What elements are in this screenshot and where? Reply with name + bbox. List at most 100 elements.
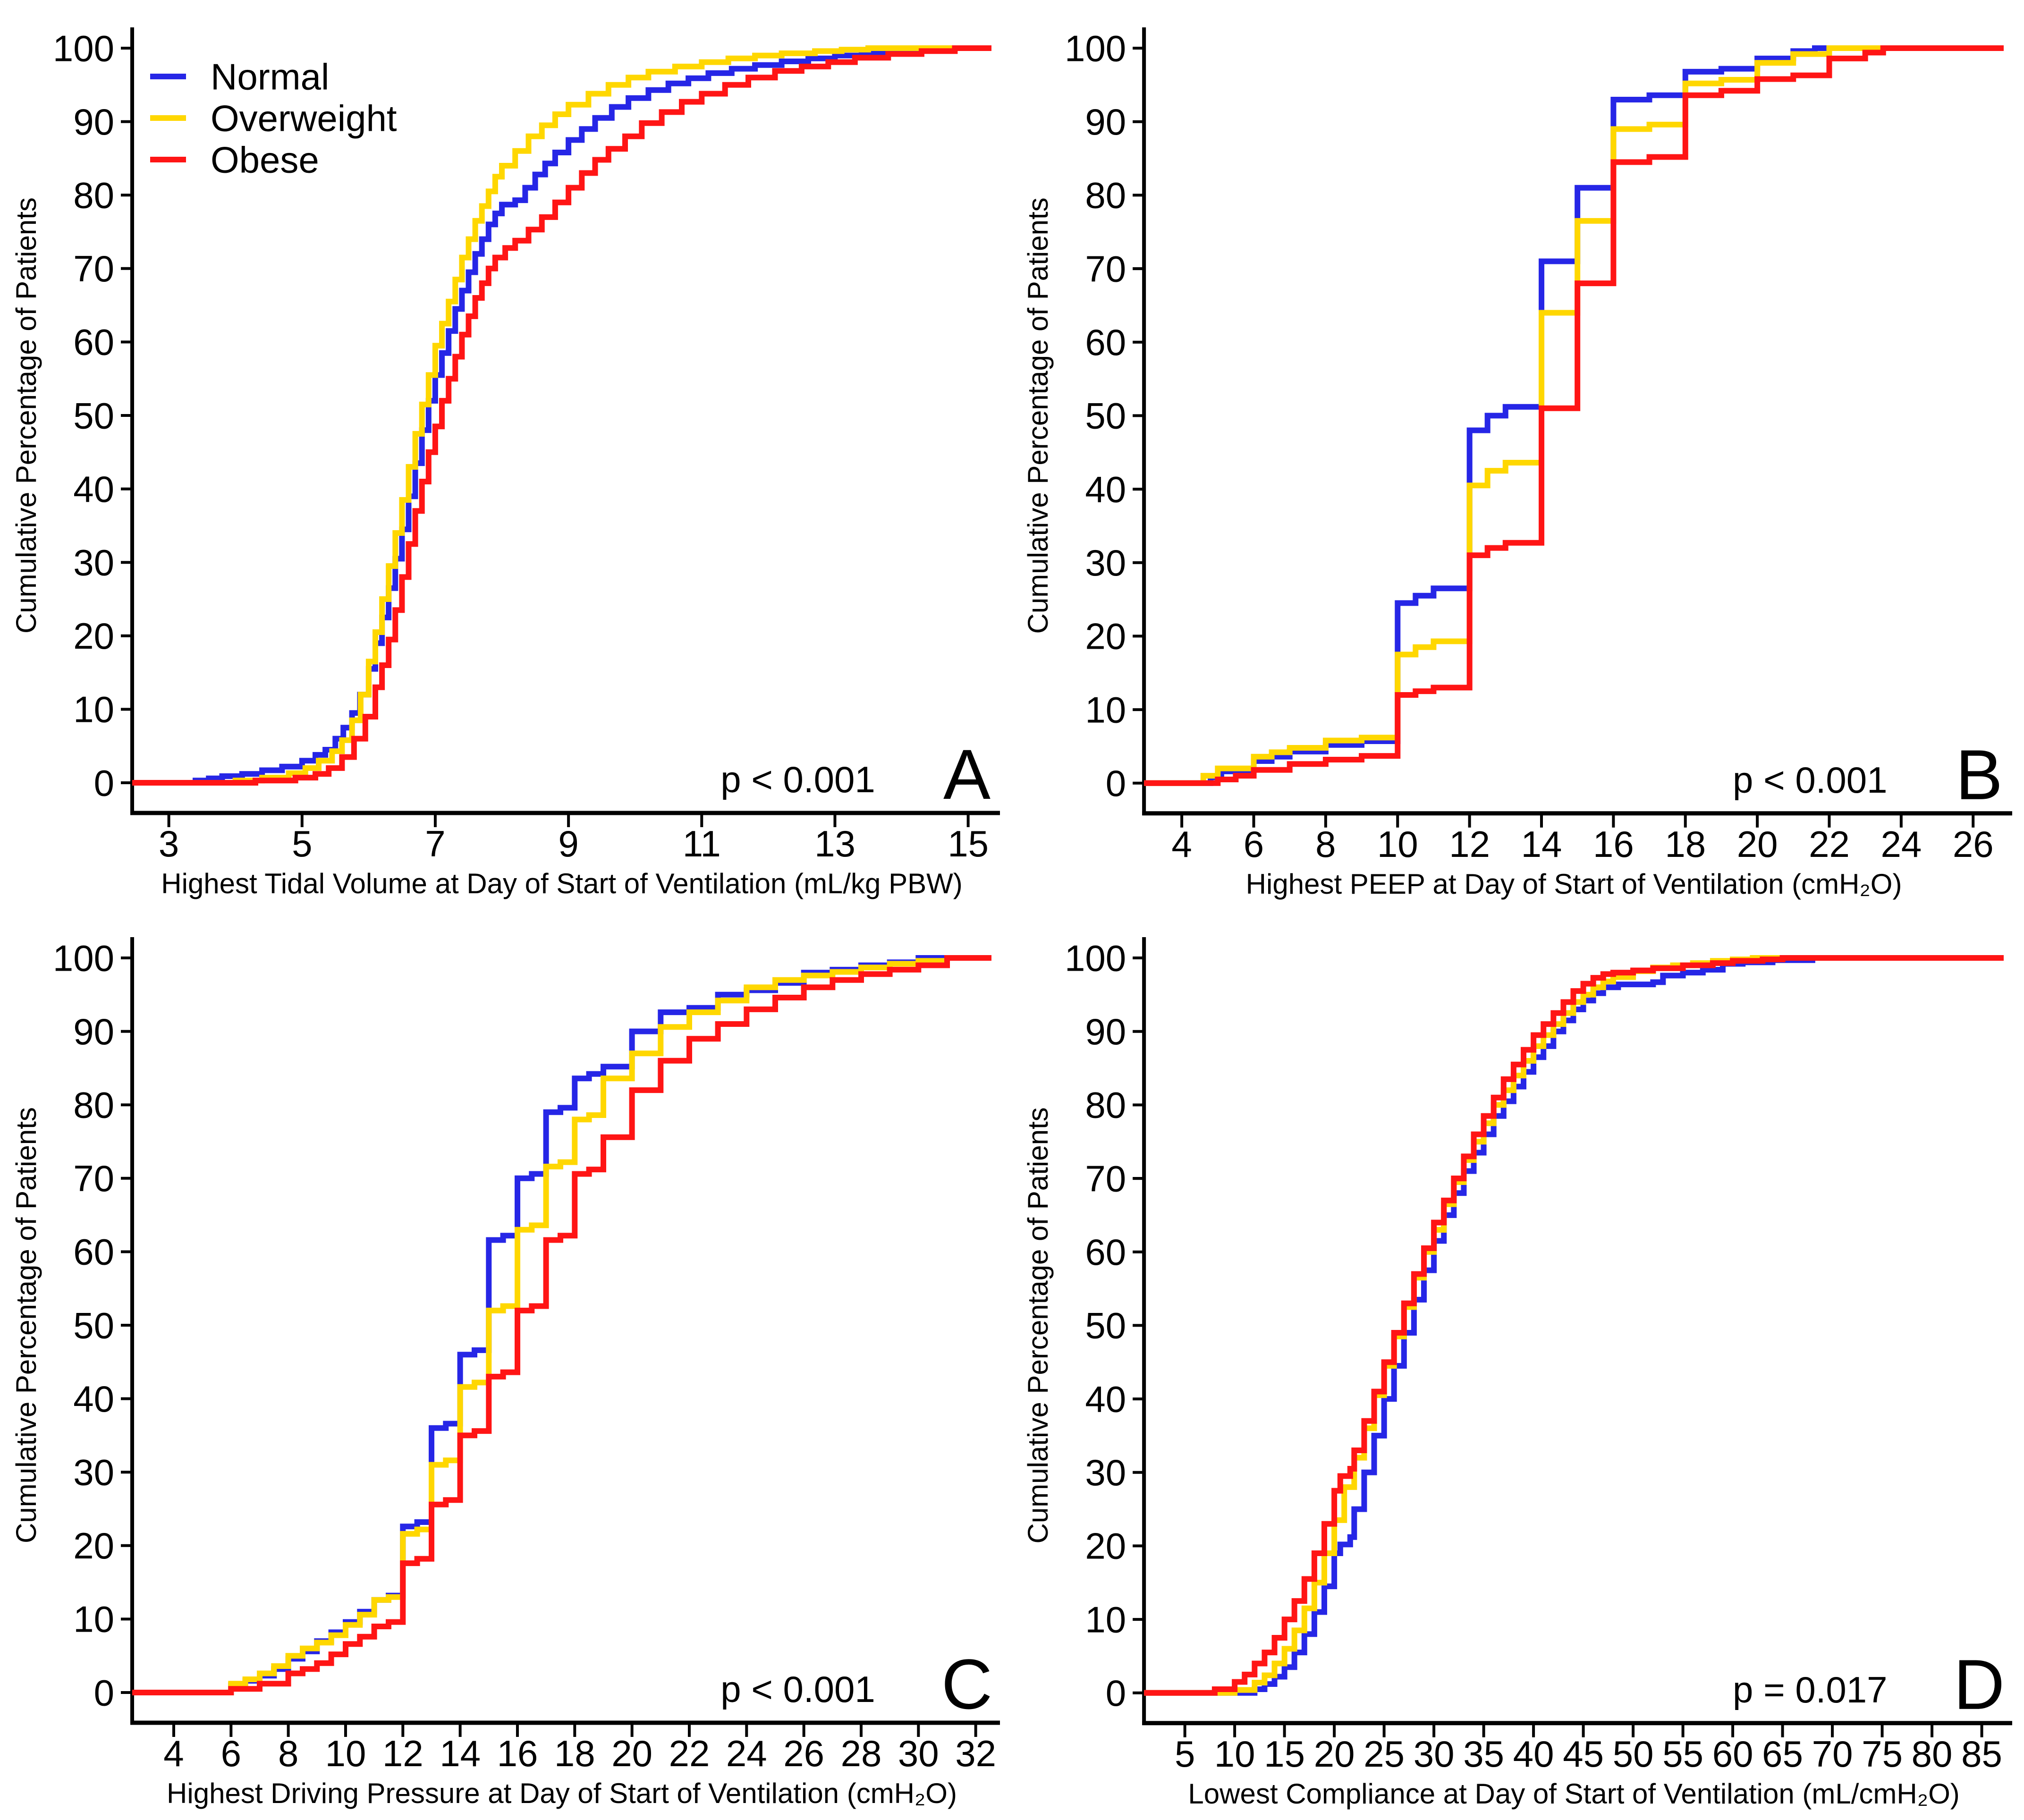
x-tick-label: 18 bbox=[1665, 823, 1706, 865]
y-tick-label: 10 bbox=[1085, 1599, 1126, 1640]
x-tick-label: 24 bbox=[1880, 823, 1922, 865]
y-tick-label: 80 bbox=[1085, 1084, 1126, 1126]
x-tick-label: 9 bbox=[558, 823, 578, 864]
x-tick-label: 70 bbox=[1812, 1733, 1853, 1775]
y-tick-label: 0 bbox=[94, 762, 114, 804]
series-overweight-line bbox=[1144, 955, 2004, 1696]
y-tick-label: 100 bbox=[53, 937, 114, 979]
series-obese-line bbox=[132, 45, 991, 786]
y-tick-label: 20 bbox=[73, 1525, 114, 1566]
x-tick-label: 26 bbox=[783, 1733, 824, 1774]
p-value-label: p < 0.001 bbox=[1733, 759, 1888, 801]
y-tick-label: 70 bbox=[1085, 248, 1126, 289]
x-tick-label: 40 bbox=[1513, 1733, 1554, 1775]
x-tick-label: 12 bbox=[1449, 823, 1490, 865]
y-tick-label: 0 bbox=[94, 1672, 114, 1713]
x-tick-label: 26 bbox=[1953, 823, 1994, 865]
y-tick-label: 80 bbox=[73, 175, 114, 216]
series-normal-line bbox=[1144, 45, 2004, 786]
y-tick-label: 90 bbox=[1085, 101, 1126, 143]
x-tick-label: 85 bbox=[1961, 1733, 2002, 1775]
y-axis-title: Cumulative Percentage of Patients bbox=[1022, 197, 1054, 634]
x-tick-label: 15 bbox=[948, 823, 989, 864]
y-tick-label: 60 bbox=[73, 1231, 114, 1273]
y-tick-label: 30 bbox=[1085, 542, 1126, 584]
y-axis-title: Cumulative Percentage of Patients bbox=[10, 197, 42, 634]
x-tick-label: 18 bbox=[554, 1733, 595, 1774]
x-axis-title: Highest PEEP at Day of Start of Ventilat… bbox=[1246, 868, 1902, 900]
panel-C: 0 10 20 30 40 50 60 70 80 90 100 4 6 8 10 12 14 16 18 20 22 2… bbox=[0, 910, 1012, 1820]
series-obese-line bbox=[1144, 45, 2004, 786]
y-tick-label: 10 bbox=[73, 689, 114, 730]
x-tick-label: 30 bbox=[898, 1733, 939, 1774]
y-tick-label: 10 bbox=[73, 1599, 114, 1640]
x-tick-label: 13 bbox=[814, 823, 855, 864]
y-tick-label: 30 bbox=[73, 542, 114, 584]
y-tick-label: 50 bbox=[1085, 1305, 1126, 1346]
y-tick-label: 70 bbox=[73, 248, 114, 289]
panel-B-chart-mount: 0 10 20 30 40 50 60 70 80 90 100 4 6 8 10 12 14 16 18 20 22 2… bbox=[1012, 0, 2024, 910]
legend-label-obese: Obese bbox=[211, 139, 319, 180]
x-tick-label: 16 bbox=[1593, 823, 1634, 865]
y-tick-label: 40 bbox=[1085, 468, 1126, 510]
x-tick-label: 32 bbox=[955, 1733, 996, 1774]
x-tick-label: 55 bbox=[1662, 1733, 1703, 1775]
x-tick-label: 65 bbox=[1762, 1733, 1803, 1775]
x-tick-label: 15 bbox=[1264, 1733, 1305, 1775]
y-tick-label: 60 bbox=[1085, 322, 1126, 363]
panel-A: 0 10 20 30 40 50 60 70 80 90 100 3 5 7 9 11 13 15 Highest … bbox=[0, 0, 1012, 910]
series-overweight-line bbox=[132, 45, 991, 786]
x-tick-label: 75 bbox=[1862, 1733, 1903, 1775]
y-tick-label: 30 bbox=[1085, 1452, 1126, 1493]
x-axis-title: Lowest Compliance at Day of Start of Ven… bbox=[1188, 1778, 1959, 1810]
y-tick-label: 0 bbox=[1106, 1672, 1126, 1714]
p-value-label: p = 0.017 bbox=[1733, 1669, 1888, 1710]
x-tick-label: 10 bbox=[1377, 823, 1418, 865]
x-tick-label: 3 bbox=[159, 823, 179, 864]
y-axis-title: Cumulative Percentage of Patients bbox=[10, 1107, 42, 1543]
x-tick-label: 14 bbox=[1521, 823, 1562, 865]
panel-D-chart-mount: 0 10 20 30 40 50 60 70 80 90 100 5 10 15 20 25 30 35 40 45 5… bbox=[1012, 910, 2024, 1820]
panel-letter: B bbox=[1956, 735, 2003, 814]
y-tick-label: 90 bbox=[1085, 1011, 1126, 1052]
y-tick-label: 50 bbox=[73, 395, 114, 436]
y-tick-label: 40 bbox=[73, 468, 114, 510]
panel-B: 0 10 20 30 40 50 60 70 80 90 100 4 6 8 10 12 14 16 18 20 22 2… bbox=[1012, 0, 2024, 910]
legend-label-normal: Normal bbox=[211, 56, 329, 97]
y-tick-label: 50 bbox=[1085, 395, 1126, 437]
x-tick-label: 11 bbox=[683, 823, 721, 864]
y-tick-label: 20 bbox=[1085, 1525, 1126, 1567]
x-tick-label: 8 bbox=[1315, 823, 1336, 865]
legend-label-overweight: Overweight bbox=[211, 97, 397, 139]
series-normal-line bbox=[132, 955, 991, 1695]
x-tick-label: 35 bbox=[1463, 1733, 1504, 1775]
y-tick-label: 40 bbox=[1085, 1378, 1126, 1420]
panel-D: 0 10 20 30 40 50 60 70 80 90 100 5 10 15 20 25 30 35 40 45 5… bbox=[1012, 910, 2024, 1820]
y-tick-label: 10 bbox=[1085, 689, 1126, 730]
series-overweight-line bbox=[1144, 45, 2004, 786]
p-value-label: p < 0.001 bbox=[720, 1668, 875, 1710]
y-tick-label: 70 bbox=[73, 1158, 114, 1199]
series-normal-line bbox=[132, 45, 991, 786]
x-axis-title: Highest Driving Pressure at Day of Start… bbox=[167, 1778, 957, 1809]
chart-C-svg: 0 10 20 30 40 50 60 70 80 90 100 4 6 8 10 12 14 16 18 20 22 2… bbox=[10, 937, 1000, 1809]
series-obese-line bbox=[132, 955, 991, 1695]
x-tick-label: 50 bbox=[1613, 1733, 1654, 1775]
x-tick-label: 14 bbox=[440, 1733, 481, 1774]
x-tick-label: 6 bbox=[221, 1733, 241, 1774]
y-tick-label: 80 bbox=[1085, 175, 1126, 216]
x-tick-label: 5 bbox=[1175, 1733, 1195, 1775]
panel-A-chart-mount: 0 10 20 30 40 50 60 70 80 90 100 3 5 7 9 11 13 15 Highest … bbox=[0, 0, 1012, 910]
y-tick-label: 100 bbox=[53, 27, 114, 69]
x-tick-label: 12 bbox=[382, 1733, 423, 1774]
x-tick-label: 22 bbox=[669, 1733, 710, 1774]
panel-C-chart-mount: 0 10 20 30 40 50 60 70 80 90 100 4 6 8 10 12 14 16 18 20 22 2… bbox=[0, 910, 1012, 1820]
series-obese-line bbox=[1144, 955, 2004, 1696]
y-tick-label: 90 bbox=[73, 101, 114, 143]
x-tick-label: 7 bbox=[425, 823, 445, 864]
p-value-label: p < 0.001 bbox=[720, 759, 875, 800]
y-tick-label: 20 bbox=[1085, 616, 1126, 657]
x-tick-label: 20 bbox=[611, 1733, 652, 1774]
